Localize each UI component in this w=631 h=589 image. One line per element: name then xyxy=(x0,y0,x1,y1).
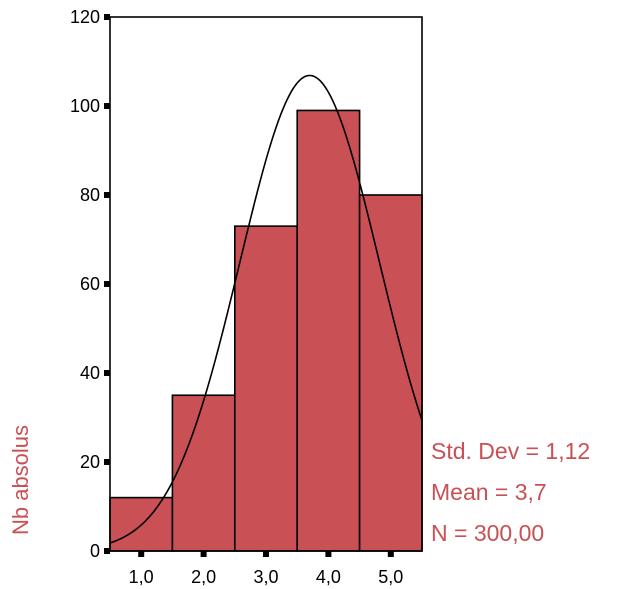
stats-n: N = 300,00 xyxy=(431,520,544,546)
y-tick-mark xyxy=(104,370,110,376)
x-tick-mark xyxy=(200,551,207,557)
x-tick-label: 1,0 xyxy=(129,567,154,587)
stats-std-dev: Std. Dev = 1,12 xyxy=(431,438,590,464)
bar-4-0 xyxy=(296,109,361,552)
y-axis-label: Nb absolus xyxy=(8,425,33,535)
bar-3-0 xyxy=(234,225,299,552)
x-tick-mark xyxy=(325,551,332,557)
x-tick-label: 3,0 xyxy=(253,567,278,587)
y-tick-mark xyxy=(104,459,110,465)
bar-5-0 xyxy=(358,194,423,552)
x-axis: 1,0 2,0 3,0 4,0 5,0 xyxy=(129,551,403,587)
y-tick-mark xyxy=(104,14,110,20)
y-tick-mark xyxy=(104,192,110,198)
y-tick-label: 0 xyxy=(90,541,100,561)
y-axis: 0 20 40 60 80 100 120 xyxy=(70,7,110,561)
y-tick-mark xyxy=(104,548,110,554)
x-tick-label: 5,0 xyxy=(378,567,403,587)
y-tick-mark xyxy=(104,281,110,287)
x-tick-mark xyxy=(263,551,269,557)
bars-layer xyxy=(109,109,423,552)
y-tick-label: 60 xyxy=(80,274,100,294)
y-tick-label: 80 xyxy=(80,185,100,205)
x-tick-mark xyxy=(138,551,145,557)
x-tick-label: 2,0 xyxy=(191,567,216,587)
x-tick-label: 4,0 xyxy=(316,567,341,587)
y-tick-label: 40 xyxy=(80,363,100,383)
normal-curve xyxy=(109,74,423,544)
bar-2-0 xyxy=(171,394,236,552)
x-tick-mark xyxy=(387,551,394,557)
y-tick-label: 20 xyxy=(80,452,100,472)
y-tick-label: 100 xyxy=(70,96,100,116)
y-tick-mark xyxy=(104,103,110,109)
y-tick-label: 120 xyxy=(70,7,100,27)
stats-mean: Mean = 3,7 xyxy=(431,479,547,505)
